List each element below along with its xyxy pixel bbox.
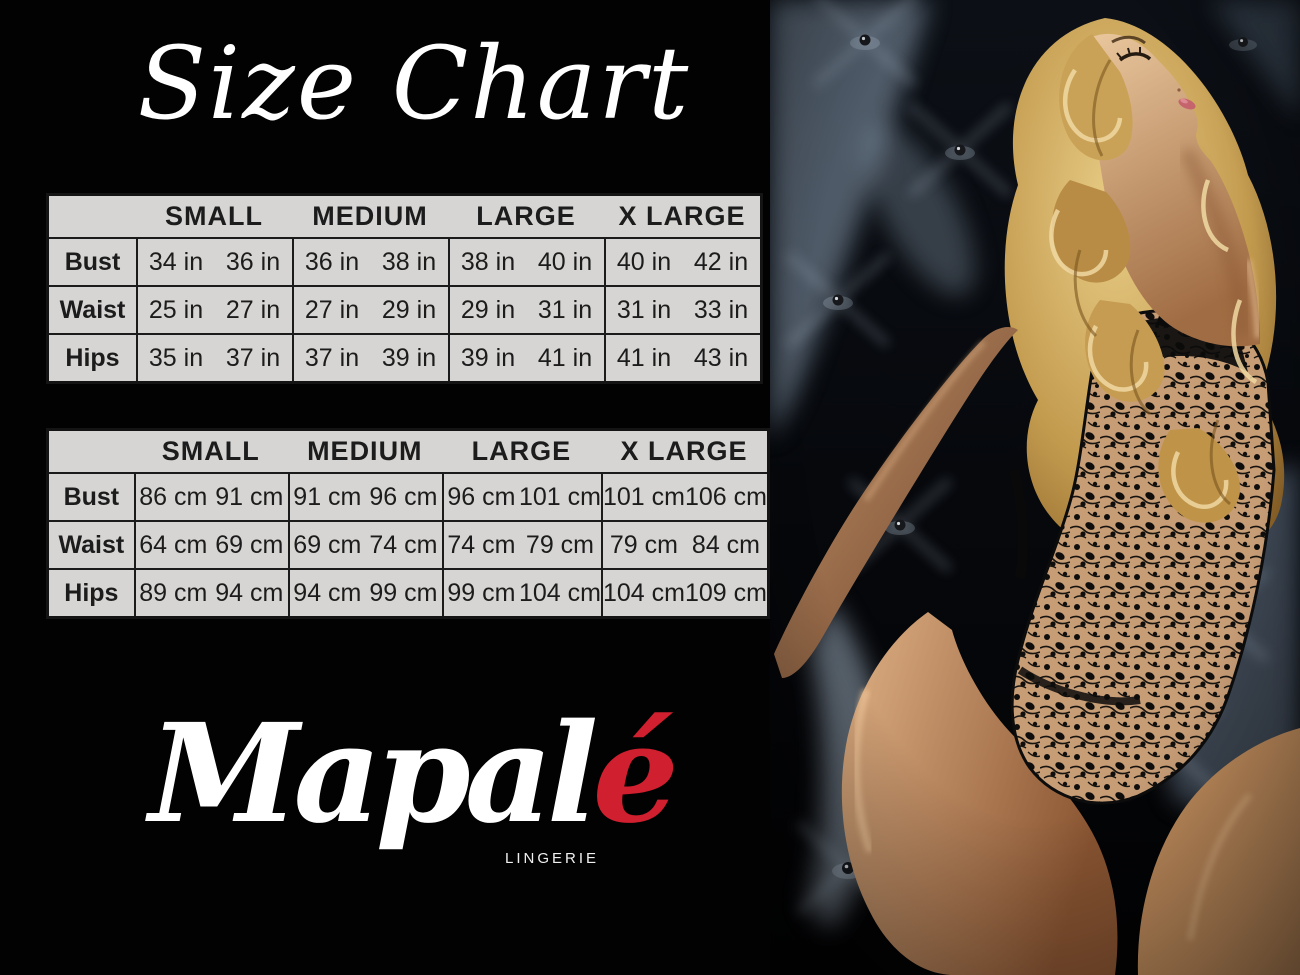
row-label: Hips: [49, 333, 136, 381]
cell: 43 in: [682, 333, 760, 381]
row-label: Bust: [49, 472, 134, 520]
cell: 79 cm: [600, 520, 685, 568]
cell: 36 in: [292, 237, 370, 285]
row-label: Hips: [49, 568, 134, 616]
cell: 37 in: [214, 333, 292, 381]
size-table-header-row: SMALL MEDIUM LARGE X LARGE: [49, 196, 760, 237]
cell: 40 in: [604, 237, 682, 285]
cell: 39 in: [448, 333, 526, 381]
cell: 84 cm: [684, 520, 767, 568]
cell: 41 in: [526, 333, 604, 381]
cell: 64 cm: [133, 520, 211, 568]
corner-cell: [49, 196, 136, 237]
cell: 29 in: [448, 285, 526, 333]
row-label: Waist: [49, 285, 136, 333]
size-header-xlarge: X LARGE: [620, 436, 748, 466]
cell: 96 cm: [364, 472, 442, 520]
size-header-large: LARGE: [476, 201, 576, 231]
cell: 31 in: [604, 285, 682, 333]
cell: 109 cm: [684, 568, 767, 616]
cell: 104 cm: [518, 568, 601, 616]
cell: 96 cm: [441, 472, 519, 520]
cell: 74 cm: [364, 520, 442, 568]
page-title: Size Chart: [137, 25, 691, 142]
cell: 31 in: [526, 285, 604, 333]
cell: 89 cm: [133, 568, 211, 616]
brand-name-accent: é: [592, 694, 679, 854]
cell: 41 in: [604, 333, 682, 381]
table-row-hips: Hips 35 in 37 in 37 in 39 in 39 in 41 in…: [49, 333, 760, 381]
cell: 79 cm: [518, 520, 601, 568]
cell: 86 cm: [133, 472, 211, 520]
size-header-small: SMALL: [165, 201, 263, 231]
table-row-bust: Bust 86 cm 91 cm 91 cm 96 cm 96 cm 101 c…: [49, 472, 767, 520]
row-label: Waist: [49, 520, 134, 568]
cell: 74 cm: [441, 520, 519, 568]
cell: 29 in: [370, 285, 448, 333]
cell: 69 cm: [210, 520, 288, 568]
brand-logo: Mapalé LINGERIE: [0, 698, 770, 898]
cell: 101 cm: [518, 472, 601, 520]
cell: 38 in: [370, 237, 448, 285]
cell: 25 in: [136, 285, 214, 333]
cell: 99 cm: [364, 568, 442, 616]
cell: 27 in: [214, 285, 292, 333]
model-photo: [770, 0, 1300, 975]
cell: 35 in: [136, 333, 214, 381]
size-header-xlarge: X LARGE: [618, 201, 746, 231]
size-header-medium: MEDIUM: [312, 201, 428, 231]
size-table-header-row: SMALL MEDIUM LARGE X LARGE: [49, 431, 767, 472]
size-header-small: SMALL: [161, 436, 260, 466]
cell: 37 in: [292, 333, 370, 381]
brand-name-main: Mapal: [148, 694, 599, 854]
cell: 106 cm: [684, 472, 767, 520]
cell: 94 cm: [210, 568, 288, 616]
cell: 38 in: [448, 237, 526, 285]
table-row-waist: Waist 25 in 27 in 27 in 29 in 29 in 31 i…: [49, 285, 760, 333]
cell: 104 cm: [600, 568, 685, 616]
cell: 40 in: [526, 237, 604, 285]
brand-tagline: LINGERIE: [504, 850, 600, 867]
size-header-medium: MEDIUM: [307, 436, 423, 466]
cell: 34 in: [136, 237, 214, 285]
cell: 39 in: [370, 333, 448, 381]
cell: 33 in: [682, 285, 760, 333]
cell: 69 cm: [287, 520, 365, 568]
photo-vignette: [770, 0, 1300, 975]
cell: 99 cm: [441, 568, 519, 616]
cell: 36 in: [214, 237, 292, 285]
brand-wordmark: Mapalé: [26, 698, 796, 850]
size-table-centimeters: SMALL MEDIUM LARGE X LARGE Bust 86 cm 91…: [46, 428, 770, 619]
info-panel: Size Chart SMALL MEDIUM LARGE X LARGE Bu…: [0, 25, 770, 898]
cell: 94 cm: [287, 568, 365, 616]
table-row-hips: Hips 89 cm 94 cm 94 cm 99 cm 99 cm 104 c…: [49, 568, 767, 616]
table-row-waist: Waist 64 cm 69 cm 69 cm 74 cm 74 cm 79 c…: [49, 520, 767, 568]
cell: 101 cm: [600, 472, 685, 520]
cell: 42 in: [682, 237, 760, 285]
size-table-inches: SMALL MEDIUM LARGE X LARGE Bust 34 in 36…: [46, 193, 763, 384]
cell: 91 cm: [210, 472, 288, 520]
table-row-bust: Bust 34 in 36 in 36 in 38 in 38 in 40 in…: [49, 237, 760, 285]
row-label: Bust: [49, 237, 136, 285]
cell: 91 cm: [287, 472, 365, 520]
size-header-large: LARGE: [471, 436, 572, 466]
cell: 27 in: [292, 285, 370, 333]
corner-cell: [49, 431, 134, 472]
